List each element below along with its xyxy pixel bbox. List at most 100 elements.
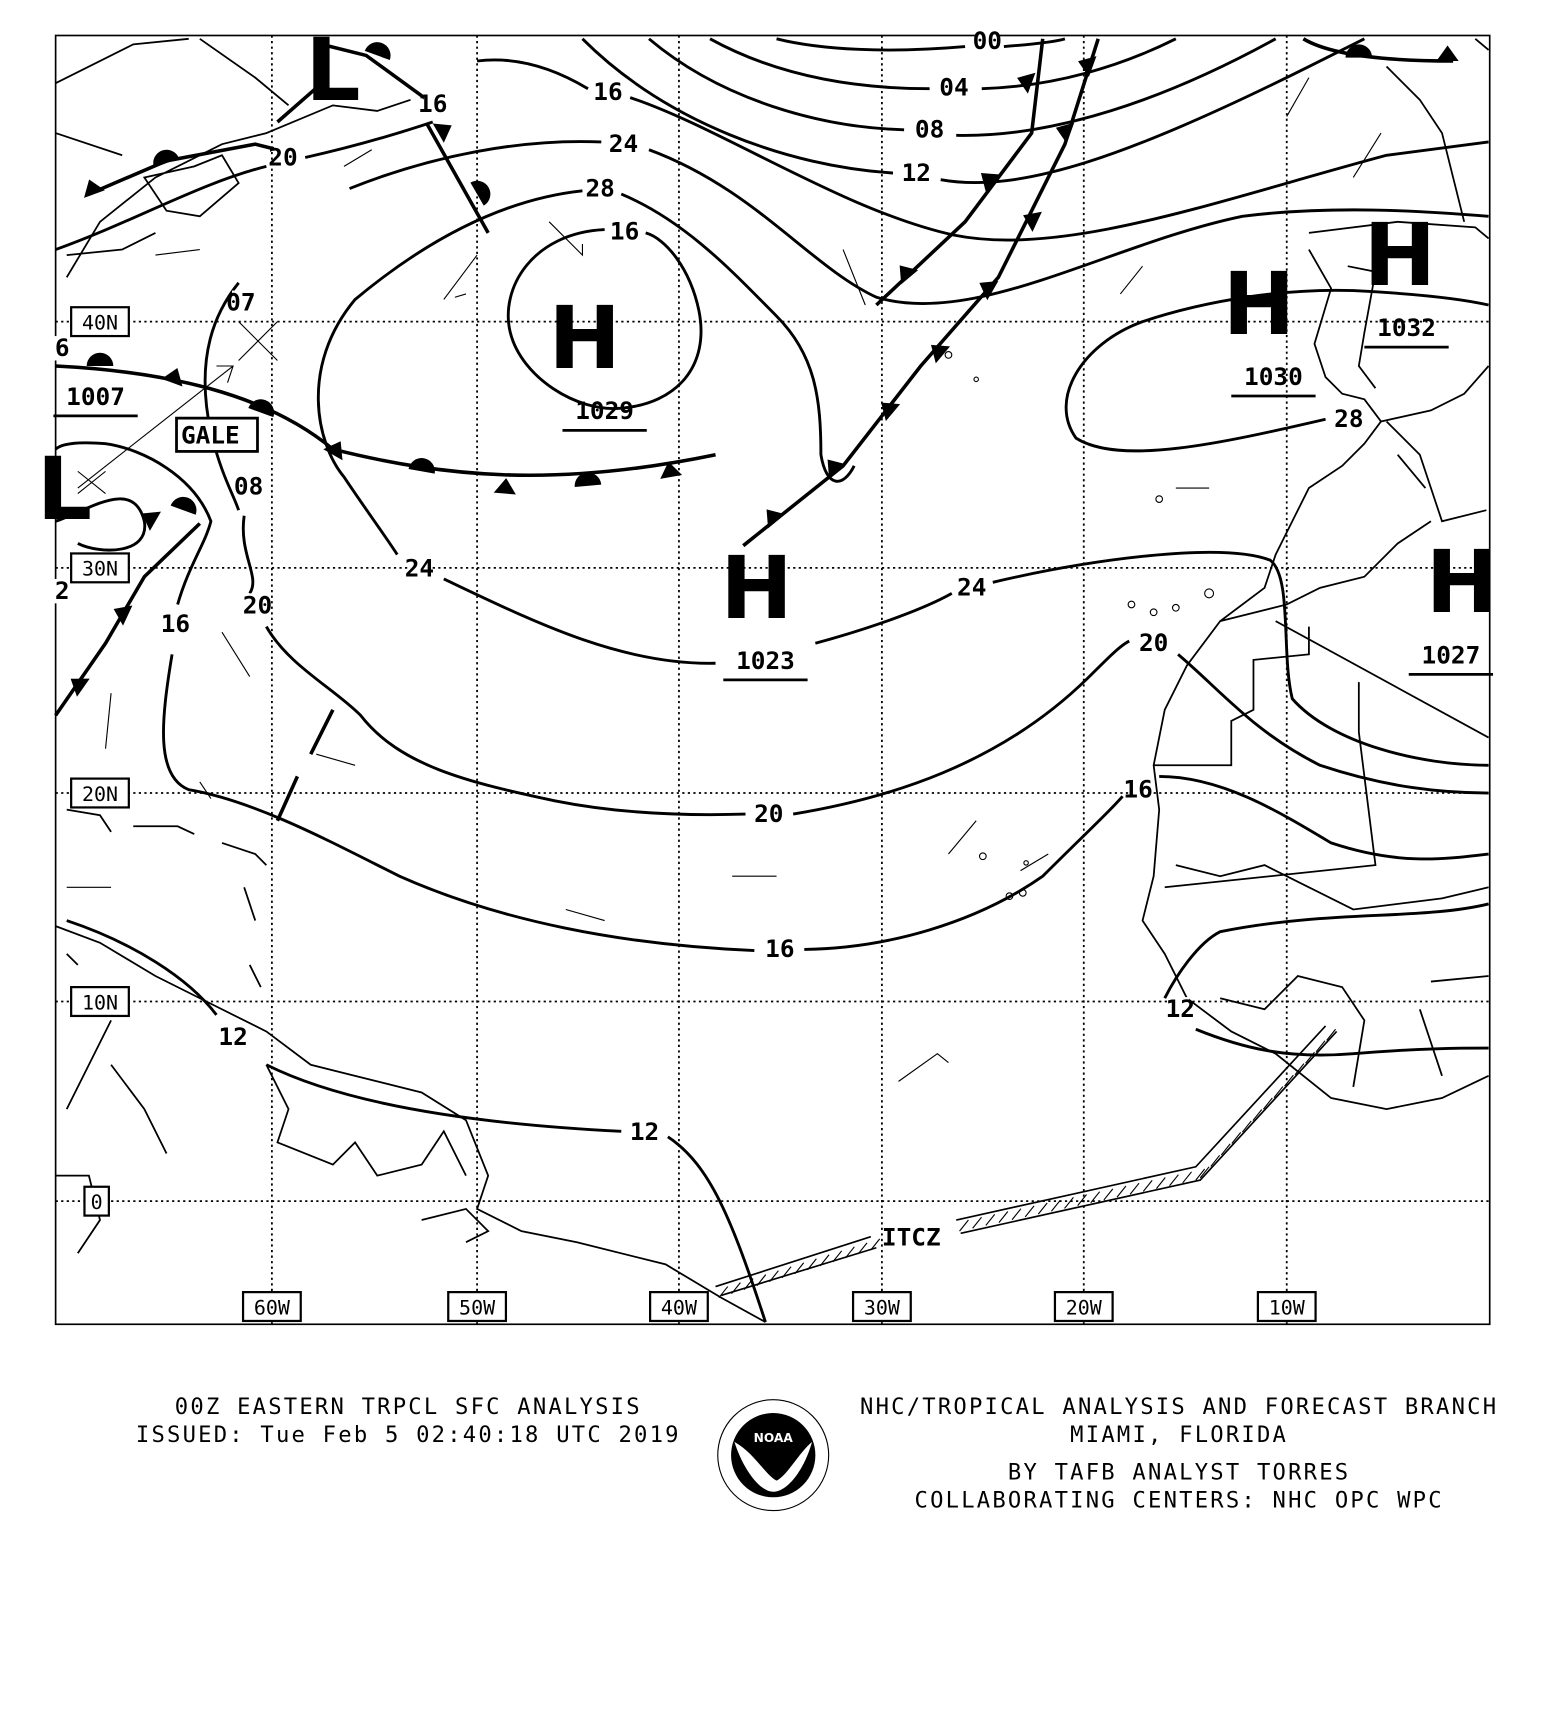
isobar-label: 28 — [1334, 404, 1363, 433]
longitude-label-text: 40W — [661, 1295, 698, 1319]
isobar-label: 16 — [765, 934, 794, 963]
itcz-hatch-line — [1241, 1120, 1252, 1133]
itcz-hatch-line — [998, 1211, 1009, 1223]
isobar-label: 24 — [405, 554, 434, 583]
isobar-20-mid — [265, 625, 1489, 817]
itcz-hatch-line — [1129, 1182, 1140, 1195]
latitude-label: 40N — [70, 306, 130, 338]
low-pressure-center: L — [305, 21, 360, 121]
isobar-16-nw — [55, 120, 434, 251]
issued-time: ISSUED: Tue Feb 5 02:40:18 UTC 2019 — [136, 1422, 681, 1448]
isobar-12-south — [66, 919, 767, 1323]
itcz-west-segment — [715, 1235, 877, 1297]
itcz-hatch-line — [718, 1286, 729, 1299]
cold-front-triangle — [323, 441, 343, 461]
noaa-logo-text: NOAA — [754, 1431, 794, 1445]
isobar-label: 16 — [161, 609, 190, 638]
agency-name: NHC/TROPICAL ANALYSIS AND FORECAST BRANC… — [860, 1394, 1498, 1420]
isobar-12-east — [1163, 902, 1489, 1057]
itcz-hatch-line — [1064, 1197, 1074, 1209]
isobar-08 — [648, 37, 1277, 137]
warm-front-semicircle — [1345, 44, 1373, 58]
central-pressure-value: 1027 — [1422, 640, 1481, 669]
longitude-label-text: 30W — [864, 1295, 901, 1319]
itcz-hatch-line — [1305, 1051, 1315, 1064]
itcz-hatch-line — [1220, 1143, 1231, 1156]
itcz-hatch-line — [819, 1254, 830, 1267]
isobar-label: 12 — [218, 1022, 247, 1051]
cold-front-triangle — [660, 461, 683, 479]
cold-front-triangle — [141, 511, 161, 531]
coastline-europe-north — [1385, 38, 1490, 223]
longitude-label: 60W — [241, 1291, 302, 1323]
isobar-label: 00 — [973, 26, 1002, 55]
itcz-hatch-line — [807, 1258, 817, 1271]
cold-front-triangle — [827, 459, 847, 479]
coastline-africa — [1141, 420, 1490, 1111]
itcz-hatch-line — [1284, 1074, 1294, 1087]
itcz-hatch-line — [1011, 1208, 1022, 1221]
warm-front-semicircle — [248, 399, 275, 418]
itcz-hatch-line — [1090, 1191, 1101, 1204]
isobar-label: 20 — [1139, 628, 1168, 657]
warm-front-semicircle — [170, 496, 197, 515]
cold-front-nw — [425, 123, 490, 234]
itcz-hatch-line — [1252, 1109, 1263, 1121]
itcz-hatch-line — [1273, 1086, 1284, 1098]
cold-front-triangle — [931, 344, 951, 364]
isobar-label: 24 — [609, 129, 638, 158]
itcz-hatch-line — [1155, 1177, 1166, 1189]
cold-front-triangle — [980, 173, 1000, 192]
isobar-28-east — [1064, 288, 1489, 453]
itcz-hatch-line — [1195, 1168, 1206, 1181]
pressure-center-symbol: L — [305, 21, 360, 121]
itcz-east-segment — [956, 1025, 1338, 1235]
itcz-hatch-line — [870, 1238, 881, 1251]
pressure-center-symbol: H — [1426, 533, 1498, 633]
itcz-hatch-line — [794, 1262, 805, 1275]
longitude-label-text: 50W — [459, 1295, 496, 1319]
isobar-12 — [581, 37, 1366, 185]
warm-front-semicircle — [574, 472, 602, 487]
map-title: 00Z EASTERN TRPCL SFC ANALYSIS — [175, 1394, 642, 1420]
itcz-label: ITCZ — [882, 1223, 941, 1252]
central-pressure-value: 1023 — [736, 646, 795, 675]
coastlines — [55, 37, 1490, 1323]
high-pressure-center: H 1030 — [1223, 255, 1316, 398]
agency-location: MIAMI, FLORIDA — [1070, 1422, 1288, 1448]
cold-front-triangle — [161, 368, 183, 387]
latitude-label: 30N — [70, 552, 130, 584]
central-pressure-value: 1007 — [66, 382, 125, 411]
itcz-hatch-line — [832, 1250, 843, 1263]
pressure-center-symbol: H — [720, 539, 792, 639]
itcz-hatch-line — [756, 1274, 767, 1287]
cold-front-triangle — [1017, 72, 1036, 94]
itcz-hatch-line — [857, 1242, 868, 1255]
itcz-hatch-line — [845, 1246, 855, 1259]
longitude-label-text: 20W — [1066, 1295, 1103, 1319]
longitude-label: 30W — [851, 1291, 912, 1323]
itcz-hatch-line — [731, 1282, 741, 1295]
isobar-label: 20 — [268, 142, 297, 171]
wind-arrow — [77, 365, 234, 489]
isobar-label: 07 — [226, 288, 255, 317]
itcz-hatch-line — [769, 1270, 779, 1283]
itcz-hatch-line — [1169, 1174, 1179, 1187]
isobar-label: 12 — [902, 158, 931, 187]
cold-front-triangle — [766, 509, 786, 529]
itcz-hatch-line — [1210, 1154, 1221, 1167]
itcz-hatch-line — [1231, 1132, 1242, 1144]
itcz-hatch-line — [781, 1266, 792, 1279]
itcz-hatch — [718, 1028, 1336, 1299]
itcz-hatch-line — [972, 1216, 982, 1229]
isobar-28 — [506, 228, 703, 410]
longitude-label: 20W — [1053, 1291, 1114, 1323]
central-pressure-value: 1029 — [575, 396, 634, 425]
pressure-center-symbol: H — [1223, 255, 1295, 355]
analyst-name: BY TAFB ANALYST TORRES — [1008, 1460, 1350, 1486]
itcz-hatch-line — [1116, 1185, 1127, 1198]
warm-front-semicircle — [408, 458, 435, 474]
isobar-label: 16 — [610, 217, 639, 246]
cold-front-triangle — [979, 280, 999, 301]
